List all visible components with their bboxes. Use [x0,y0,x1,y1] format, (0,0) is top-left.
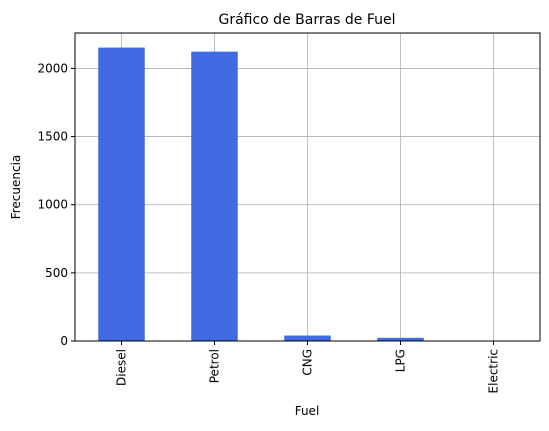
chart-title: Gráfico de Barras de Fuel [218,12,395,28]
bar-lpg [377,337,424,341]
y-tick-label: 1000 [37,198,68,212]
y-tick-label: 500 [45,266,68,280]
y-tick-label: 1500 [37,130,68,144]
bars [98,47,517,341]
bar-diesel [98,47,145,341]
y-axis-ticks: 0 500 1000 1500 2000 [37,61,75,348]
y-tick-label: 0 [60,334,68,348]
x-axis-label: Fuel [295,404,320,418]
bar-petrol [191,51,238,341]
x-tick-label: CNG [301,349,315,376]
x-tick-label: LPG [394,349,408,372]
x-tick-label: Electric [487,349,501,393]
x-tick-label: Diesel [115,349,129,386]
y-axis-label: Frecuencia [9,155,23,220]
bar-cng [284,335,331,341]
x-axis-ticks: Diesel Petrol CNG LPG Electric [115,341,501,393]
y-tick-label: 2000 [37,61,68,75]
x-tick-label: Petrol [208,349,222,383]
